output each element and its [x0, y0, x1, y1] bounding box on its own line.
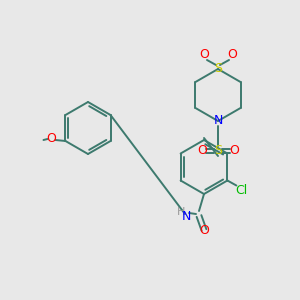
Text: Cl: Cl	[235, 184, 248, 197]
Text: S: S	[214, 62, 222, 76]
Text: H: H	[177, 207, 185, 217]
Text: N: N	[213, 115, 223, 128]
Text: O: O	[197, 145, 207, 158]
Text: O: O	[46, 133, 56, 146]
Text: O: O	[229, 145, 239, 158]
Text: S: S	[214, 145, 222, 158]
Text: O: O	[199, 224, 209, 236]
Text: O: O	[199, 49, 209, 62]
Text: N: N	[181, 209, 191, 223]
Text: O: O	[227, 49, 237, 62]
